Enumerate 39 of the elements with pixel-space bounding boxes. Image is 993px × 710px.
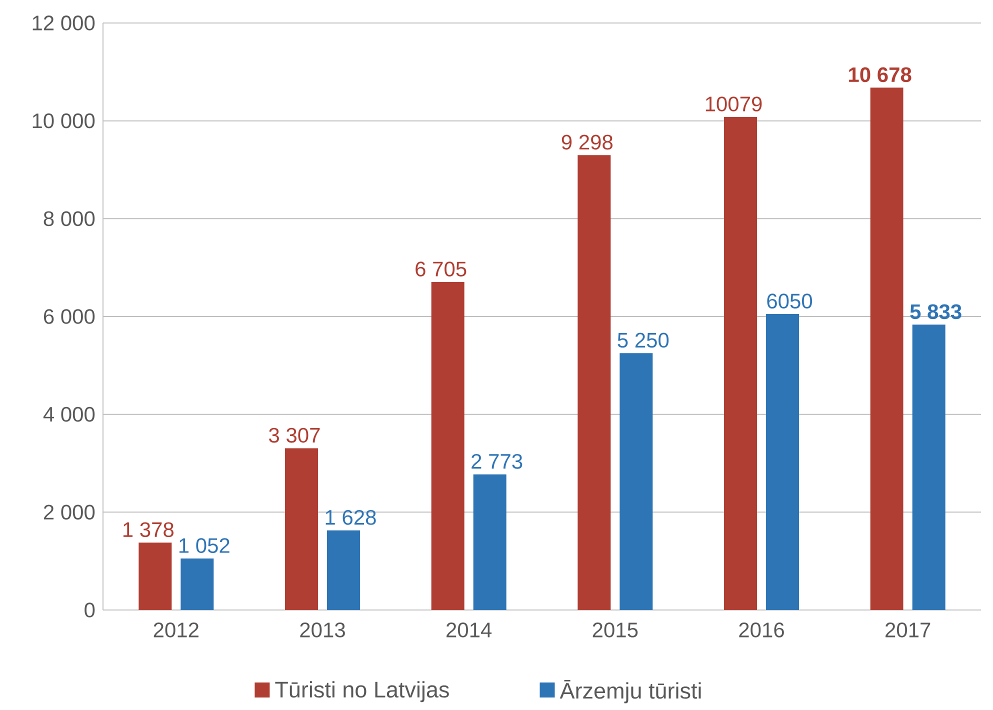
bar (473, 474, 506, 610)
x-tick-label: 2017 (886, 622, 930, 638)
bar (327, 530, 360, 610)
bar (431, 282, 464, 610)
data-label: 1 052 (179, 538, 230, 554)
data-label: 1 628 (326, 510, 376, 525)
bar (620, 353, 653, 610)
data-label: 5 250 (618, 332, 669, 348)
data-label: 10 678 (849, 67, 912, 82)
x-tick-label: 2013 (300, 622, 345, 638)
data-label: 6 705 (416, 262, 466, 276)
y-tick-label: 8 000 (44, 211, 95, 226)
x-tick-label: 2014 (446, 622, 492, 638)
legend-label: Ārzemju tūristi (560, 680, 701, 704)
bar (578, 155, 611, 610)
bar (138, 542, 172, 610)
x-tick-label: 2015 (592, 622, 638, 638)
data-label: 2 773 (472, 454, 522, 469)
legend-label: Tūristi no Latvijas (275, 681, 449, 702)
y-tick-label: 6 000 (44, 309, 95, 324)
y-tick-label: 4 000 (43, 406, 95, 422)
data-label: 5 833 (910, 304, 962, 320)
x-tick-label: 2016 (739, 622, 784, 638)
data-label: 10079 (706, 96, 762, 112)
data-label: 3 307 (269, 428, 320, 443)
x-tick-label: 2012 (154, 622, 198, 638)
bar (180, 558, 214, 610)
y-tick-label: 0 (84, 602, 95, 618)
data-label: 6050 (767, 294, 812, 309)
bar (766, 314, 800, 610)
bar (285, 448, 318, 610)
data-label: 1 378 (123, 522, 174, 538)
data-label: 9 298 (562, 134, 612, 150)
y-tick-label: 2 000 (44, 504, 95, 520)
bar (724, 116, 758, 610)
y-tick-label: 10 000 (32, 113, 95, 128)
bar (912, 324, 946, 610)
bar (870, 88, 904, 610)
y-tick-label: 12 000 (32, 16, 95, 30)
